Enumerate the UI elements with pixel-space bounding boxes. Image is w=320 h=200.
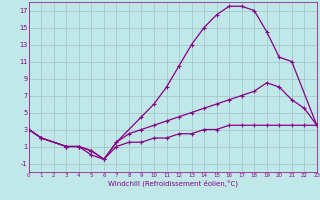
X-axis label: Windchill (Refroidissement éolien,°C): Windchill (Refroidissement éolien,°C) [108, 180, 238, 187]
